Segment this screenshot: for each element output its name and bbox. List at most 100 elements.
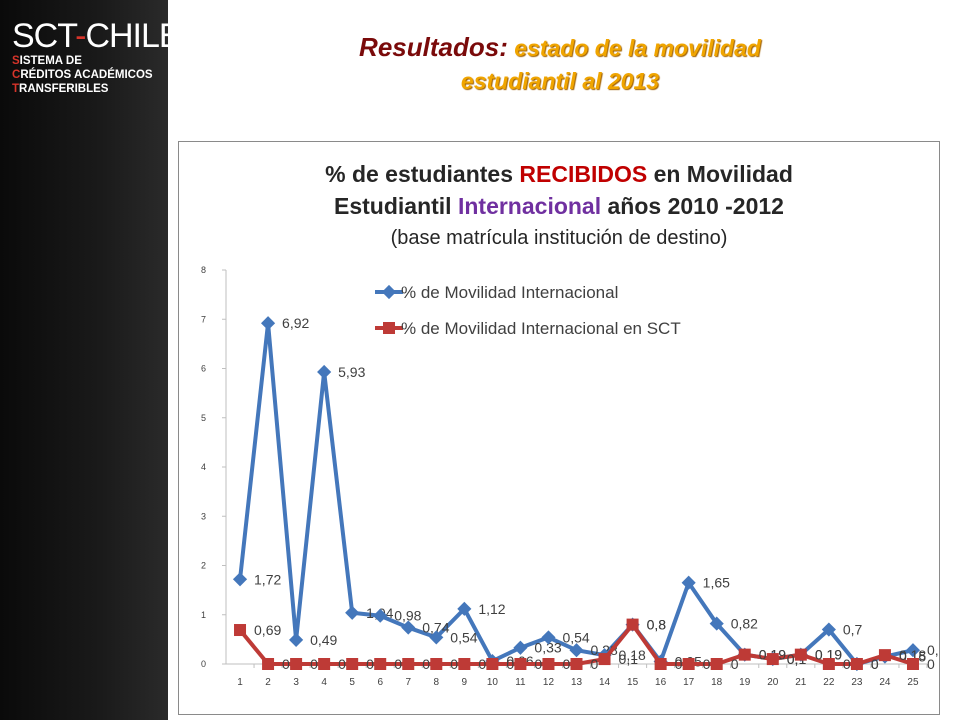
series-2-point	[290, 658, 303, 670]
logo-brand: SCT-CHILE	[12, 17, 182, 55]
data-label: 0,8	[647, 617, 667, 633]
data-label: 1,72	[254, 571, 281, 587]
x-tick-label: 6	[377, 677, 383, 688]
legend-label-1: % de Movilidad Internacional	[401, 283, 618, 302]
chart-title-estudiantil: Estudiantil	[334, 193, 458, 219]
data-label: 0,54	[450, 629, 477, 645]
series-1-point	[317, 364, 332, 380]
series-1-point	[457, 601, 472, 616]
chart-title-recibidos: RECIBIDOS	[519, 161, 648, 187]
series-2-point	[682, 658, 695, 670]
data-label: 0,1	[619, 651, 639, 667]
data-label: 1,12	[478, 601, 505, 617]
data-label: 6,92	[282, 315, 309, 331]
data-label: 0	[422, 656, 430, 672]
series-2-point	[346, 658, 359, 670]
chart-title-line-2: Estudiantil Internacional años 2010 -201…	[179, 190, 939, 222]
slide-title: Resultados: estado de la movilidad estud…	[180, 30, 940, 97]
x-tick-label: 1	[237, 677, 243, 688]
data-label: 0	[927, 656, 935, 672]
logo-brand-chile: CHILE	[85, 17, 181, 55]
series-1-point	[232, 572, 248, 587]
data-label: 0	[534, 656, 542, 672]
series-2-point	[738, 648, 751, 661]
data-label: 0	[310, 656, 318, 672]
logo-initial-t: T	[12, 83, 20, 95]
series-2-point	[402, 658, 415, 670]
series-1-point	[681, 575, 696, 590]
series-1-point	[709, 616, 724, 631]
logo-initial-s: S	[12, 55, 20, 67]
logo-text-transferibles: RANSFERIBLES	[19, 83, 109, 95]
series-2-point	[598, 653, 611, 666]
x-tick-label: 14	[599, 677, 611, 688]
series-1-point	[401, 620, 416, 635]
data-label: 0	[871, 656, 879, 672]
data-label: 0	[478, 656, 486, 672]
data-label: 0	[591, 656, 599, 672]
data-label: 0	[731, 656, 739, 672]
series-2-point	[570, 658, 583, 670]
series-2-point	[234, 624, 247, 637]
legend-marker-2	[383, 322, 395, 334]
x-tick-label: 2	[265, 677, 271, 688]
series-1-point	[345, 605, 360, 620]
series-2-point	[542, 658, 555, 670]
x-tick-label: 21	[795, 677, 807, 688]
data-label: 0,49	[310, 632, 337, 648]
data-label: 0	[338, 656, 346, 672]
logo-line-1: SISTEMA DE	[12, 54, 164, 68]
x-tick-label: 13	[571, 677, 583, 688]
data-label: 0,19	[815, 647, 842, 663]
series-1-point	[821, 622, 836, 637]
x-tick-label: 22	[823, 677, 835, 688]
y-tick-label: 0	[201, 659, 206, 669]
y-tick-label: 6	[201, 364, 206, 374]
series-1-point	[905, 643, 921, 658]
chart-title-internacional: Internacional	[457, 193, 602, 219]
data-label: 0	[562, 656, 570, 672]
logo-brand-dash: -	[75, 17, 86, 55]
data-label: 0,7	[843, 622, 863, 638]
data-label: 0,18	[899, 647, 926, 663]
logo-text-sistema: ISTEMA DE	[19, 55, 82, 67]
series-2-point	[318, 658, 331, 670]
data-label: 0	[871, 656, 879, 672]
x-tick-label: 8	[434, 677, 440, 688]
x-tick-label: 20	[767, 677, 779, 688]
x-tick-label: 16	[655, 677, 667, 688]
chart-title-text-c: en Movilidad	[647, 161, 793, 187]
series-2-point	[626, 618, 639, 631]
series-2-point	[514, 658, 527, 670]
chart-container: % de estudiantes RECIBIDOS en Movilidad …	[178, 141, 954, 715]
x-tick-label: 18	[711, 677, 723, 688]
y-tick-label: 1	[201, 610, 206, 620]
x-tick-label: 24	[879, 677, 891, 688]
slide-title-estado: estado de la movilidad	[507, 35, 761, 61]
data-label: 0	[450, 656, 458, 672]
y-tick-label: 2	[201, 561, 206, 571]
chart-title-text-a: % de estudiantes	[325, 161, 520, 187]
series-1-point	[260, 316, 276, 331]
legend-label-2: % de Movilidad Internacional en SCT	[401, 319, 681, 338]
logo-initial-c: C	[12, 69, 21, 81]
sidebar-panel: SCT-CHILE SISTEMA DE CRÉDITOS ACADÉMICOS…	[0, 0, 182, 720]
series-2-point	[654, 658, 667, 670]
logo-text-creditos: RÉDITOS ACADÉMICOS	[20, 69, 153, 81]
y-tick-label: 8	[201, 265, 206, 275]
data-label: 5,93	[338, 364, 365, 380]
data-label: 0,98	[394, 608, 421, 624]
data-label: 0,69	[254, 622, 281, 638]
legend-marker-1	[381, 284, 397, 300]
x-tick-label: 7	[405, 677, 411, 688]
x-tick-label: 15	[627, 677, 639, 688]
series-2-point	[850, 658, 863, 670]
slide-title-resultados: Resultados:	[359, 32, 508, 62]
y-tick-label: 4	[201, 462, 206, 472]
sct-chile-logo: SCT-CHILE SISTEMA DE CRÉDITOS ACADÉMICOS…	[12, 17, 182, 96]
series-2-point	[430, 658, 443, 670]
data-label: 0,33	[534, 640, 561, 656]
data-label: 0,19	[815, 647, 842, 663]
series-2-point	[794, 648, 807, 661]
